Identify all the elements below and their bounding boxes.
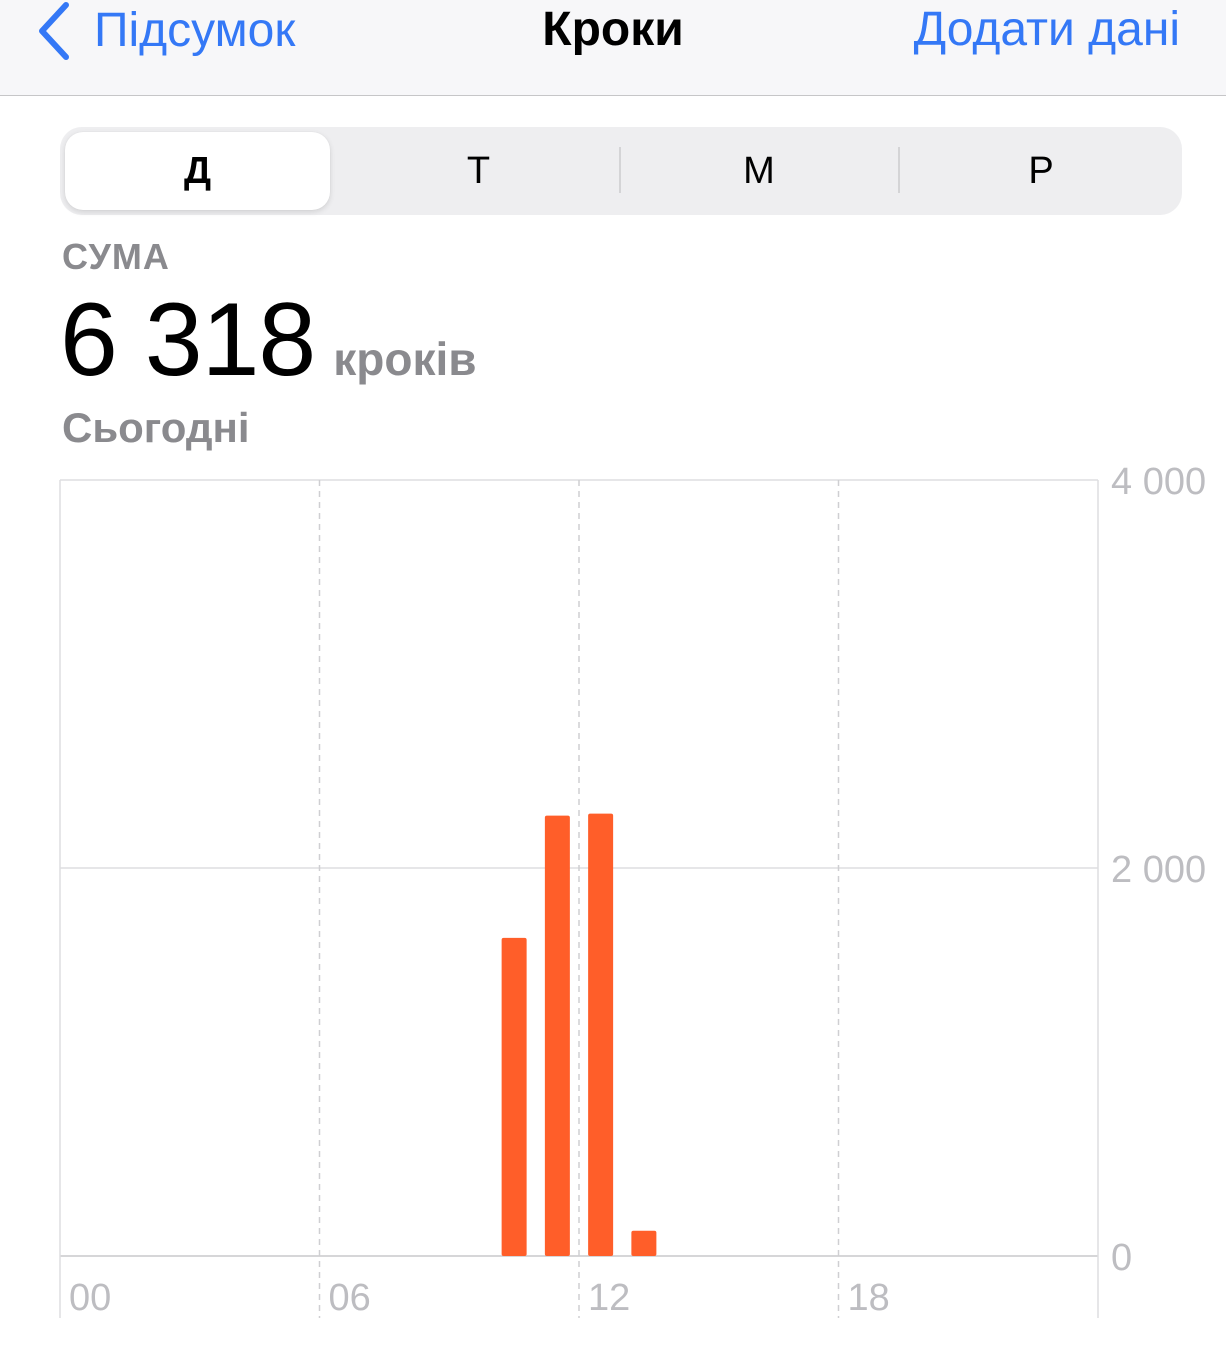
x-tick-label: 18: [848, 1277, 890, 1319]
segment-week[interactable]: Т: [466, 149, 491, 192]
back-button[interactable]: Підсумок: [36, 0, 295, 62]
add-data-button[interactable]: Додати дані: [913, 3, 1180, 56]
steps-chart-svg: 0 2 000 4 000 00 06 12 18: [59, 461, 1206, 1319]
y-tick-label: 0: [1111, 1237, 1132, 1279]
x-tick-label: 06: [329, 1277, 371, 1319]
y-tick-label: 4 000: [1111, 461, 1206, 503]
bar: [631, 1230, 657, 1256]
bar: [588, 813, 614, 1256]
summary-label: СУМА: [62, 236, 170, 277]
x-tick-label: 12: [588, 1277, 630, 1319]
segment-divider: [619, 147, 621, 193]
bar: [544, 815, 570, 1256]
summary-date: Сьогодні: [62, 404, 250, 451]
segment-month[interactable]: М: [743, 149, 775, 192]
summary-value-row: 6 318 кроків: [60, 288, 477, 392]
summary-value: 6 318: [60, 282, 316, 398]
y-tick-label: 2 000: [1111, 849, 1206, 891]
x-tick-label: 00: [69, 1277, 111, 1319]
bar: [501, 937, 527, 1256]
chevron-left-icon: [36, 1, 72, 61]
summary-unit: кроків: [333, 333, 477, 385]
back-button-label: Підсумок: [94, 4, 296, 57]
navigation-bar: Підсумок Кроки Додати дані: [0, 0, 1226, 96]
segment-divider: [898, 147, 900, 193]
segment-year[interactable]: Р: [1028, 149, 1054, 192]
steps-chart[interactable]: 0 2 000 4 000 00 06 12 18: [0, 440, 1226, 1340]
period-segmented-control: Д Т М Р: [60, 127, 1182, 215]
segment-day[interactable]: Д: [65, 132, 330, 210]
